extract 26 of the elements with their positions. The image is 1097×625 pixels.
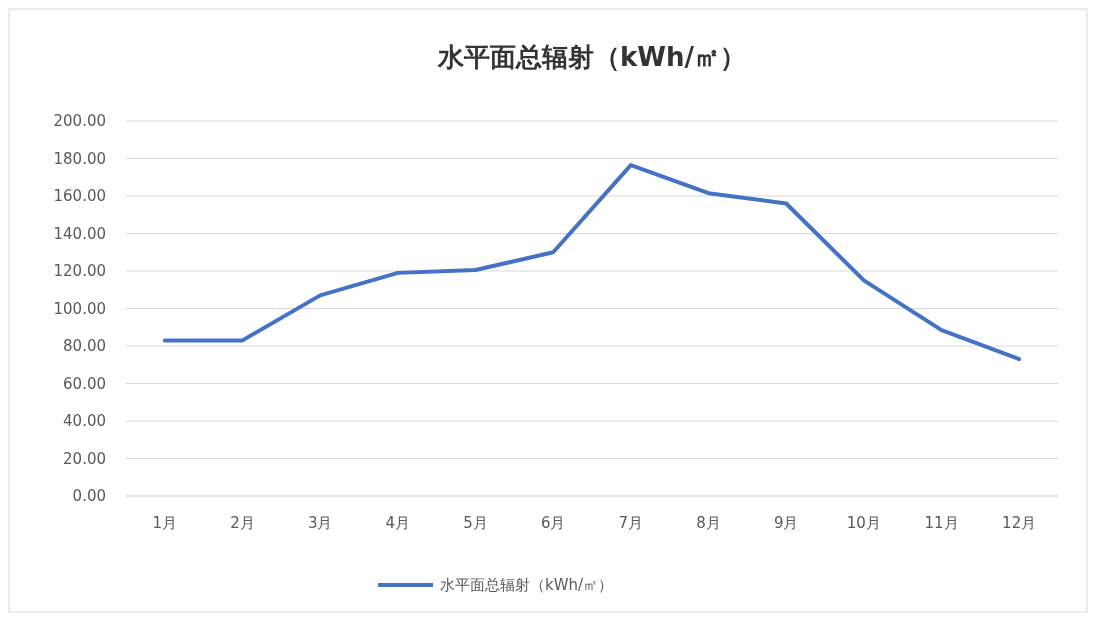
x-tick-label: 6月 [540,514,566,532]
x-tick-label: 9月 [773,514,799,532]
y-tick-label: 60.00 [63,374,106,393]
x-tick-label: 8月 [696,514,721,532]
y-tick-label: 140.00 [53,224,106,243]
y-tick-label: 80.00 [63,337,106,356]
y-tick-label: 0.00 [72,487,106,506]
x-tick-label: 11月 [924,514,959,532]
x-tick-label: 10月 [846,514,881,532]
x-tick-label: 1月 [152,514,178,532]
y-tick-label: 160.00 [53,187,106,206]
x-tick-label: 4月 [385,514,411,532]
y-tick-label: 40.00 [63,412,106,431]
y-tick-label: 200.00 [53,112,106,131]
chart-title: 水平面总辐射（kWh/㎡） [437,42,746,72]
y-tick-label: 20.00 [63,449,106,468]
x-tick-label: 5月 [463,514,488,532]
line-series [162,163,1022,362]
legend-label: 水平面总辐射（kWh/㎡） [440,576,614,595]
x-tick-label: 3月 [307,514,333,532]
y-tick-label: 100.00 [53,299,106,318]
y-tick-label: 120.00 [53,262,106,281]
y-tick-label: 180.00 [53,149,106,168]
x-tick-label: 2月 [230,514,255,532]
x-tick-label: 12月 [1002,514,1037,532]
x-tick-label: 7月 [618,514,644,532]
